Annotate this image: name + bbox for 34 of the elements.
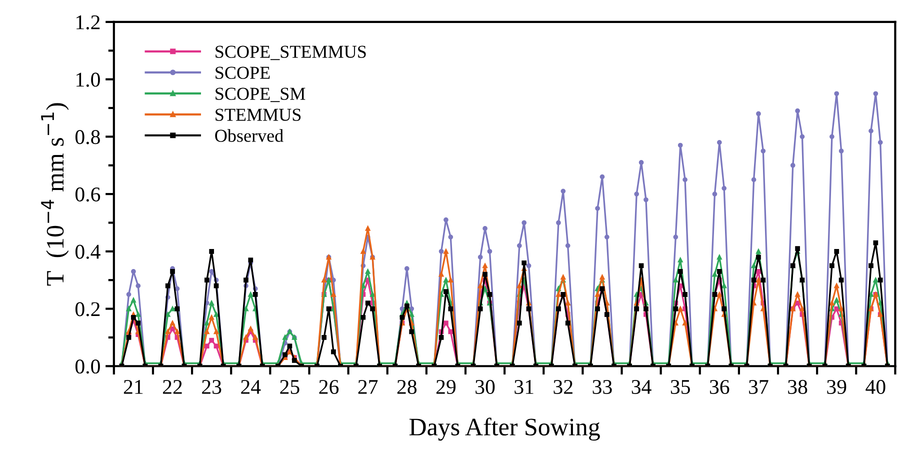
x-tick-label: 40 — [866, 380, 886, 394]
x-tick-label: 33 — [592, 380, 612, 394]
x-tick-label: 29 — [436, 380, 456, 394]
x-tick-label: 21 — [124, 380, 143, 394]
x-tick-label: 31 — [514, 380, 534, 394]
legend-label: STEMMUS — [216, 108, 301, 121]
x-tick-label: 26 — [319, 380, 339, 394]
x-tick-label: 35 — [670, 380, 690, 394]
y-tick-label: 0.8 — [75, 130, 100, 144]
x-tick-label: 27 — [358, 380, 378, 394]
y-tick-label: 1.0 — [76, 72, 100, 87]
legend-label: SCOPE_SM — [216, 88, 306, 102]
x-tick-label: 32 — [554, 380, 572, 394]
y-tick-label: 0.0 — [75, 360, 100, 374]
x-tick-label: 23 — [202, 380, 222, 394]
y-tick-label: 0.4 — [75, 244, 100, 259]
x-tick-label: 34 — [632, 380, 652, 394]
legend-label: SCOPE_STEMMUS — [216, 46, 366, 60]
legend-label: SCOPE — [216, 66, 270, 79]
x-tick-label: 30 — [476, 380, 495, 394]
x-tick-label: 38 — [788, 380, 808, 394]
x-tick-label: 28 — [397, 380, 417, 394]
x-tick-label: 36 — [710, 380, 730, 394]
y-tick-label: 0.2 — [75, 302, 100, 316]
legend-label: Observed — [215, 129, 284, 142]
x-tick-label: 24 — [241, 380, 261, 394]
x-tick-label: 39 — [827, 380, 846, 394]
x-tick-label: 37 — [749, 380, 768, 394]
y-tick-label: 0.6 — [75, 187, 100, 202]
x-tick-label: 22 — [163, 380, 182, 394]
y-axis-title: T (10$^{−4}$ mm s$^{−1}$) — [41, 103, 69, 286]
y-tick-label: 1.2 — [76, 15, 100, 30]
x-axis-title: Days After Sowing — [409, 418, 600, 441]
x-tick-label: 25 — [280, 380, 300, 394]
